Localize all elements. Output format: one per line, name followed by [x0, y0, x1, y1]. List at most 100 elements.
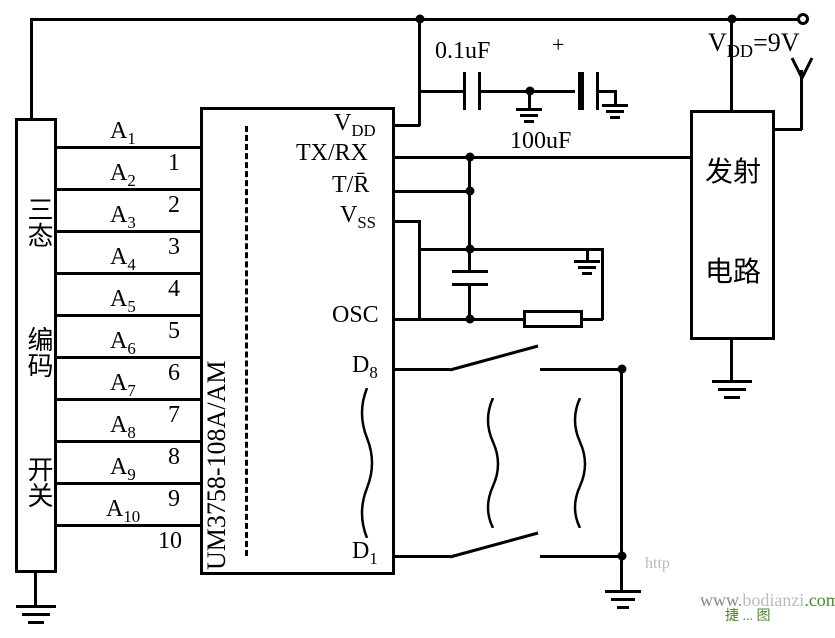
- node-tr-top: [466, 153, 475, 162]
- leftbox-gnd-stem: [34, 573, 37, 605]
- chip-osc: OSC: [332, 302, 379, 329]
- wire-vdd-drop: [418, 18, 421, 110]
- osc-cap-top: [468, 248, 471, 270]
- leftbox-gnd-bar2: [22, 613, 50, 616]
- pin-num-7: 7: [168, 402, 180, 429]
- antenna-to-box: [775, 128, 802, 131]
- c1node-gnd-bar2: [520, 114, 538, 117]
- tx-vdd-feed: [730, 18, 733, 110]
- pin-num-6: 6: [168, 360, 180, 387]
- c2-plate-pos: [578, 72, 584, 110]
- pin-label-a1: A1: [110, 118, 136, 149]
- d-range-wave: [352, 388, 382, 538]
- d8-switch: [448, 340, 548, 380]
- osc-res-top: [586, 248, 603, 251]
- d1-switch: [448, 527, 548, 567]
- tx-gnd-bar1: [712, 380, 752, 383]
- tristate-line3: 开关: [20, 456, 57, 508]
- c1-plate-left: [463, 72, 466, 110]
- d8-wire-r: [540, 368, 622, 371]
- pin-label-a8: A8: [110, 412, 136, 443]
- c1node-gnd-bar3: [524, 120, 534, 123]
- pin-num-9: 9: [168, 486, 180, 513]
- vss-across: [418, 248, 588, 251]
- pin-num-10: 10: [158, 528, 182, 555]
- watermark-cn: 捷 ... 图: [725, 605, 771, 625]
- chip-d8: D8: [352, 352, 378, 383]
- chip-inner-dash: [245, 126, 248, 556]
- c2-gnd-bar2: [606, 110, 624, 113]
- wire-c1-left: [418, 90, 463, 93]
- c2-gnd-bar3: [610, 116, 620, 119]
- pin-label-a7: A7: [110, 370, 136, 401]
- antenna-icon: [788, 54, 816, 82]
- watermark-http: http: [645, 555, 670, 573]
- vss-gnd-bar3: [582, 272, 592, 275]
- osc-cap-plate1: [452, 270, 488, 273]
- pin-label-a6: A6: [110, 328, 136, 359]
- tristate-line1: 三态: [20, 196, 57, 248]
- dbus-gnd-bar3: [617, 606, 629, 609]
- c2-gnd-stem: [614, 90, 617, 104]
- chip-tr-wire: [395, 190, 470, 193]
- pin-num-5: 5: [168, 318, 180, 345]
- pin-num-4: 4: [168, 276, 180, 303]
- pin-label-a9: A9: [110, 454, 136, 485]
- pin-label-a3: A3: [110, 202, 136, 233]
- wire-c1c2: [530, 90, 575, 93]
- osc-res-right: [583, 318, 603, 321]
- chip-vdd: VDD: [334, 110, 376, 141]
- chip-vdd-stub-up: [418, 108, 421, 126]
- pin-label-a4: A4: [110, 244, 136, 275]
- transmitter-line1: 发射: [705, 150, 761, 190]
- chip-vss-wire: [395, 220, 420, 223]
- vdd-terminal: [797, 13, 809, 25]
- pin-num-2: 2: [168, 192, 180, 219]
- c1node-gnd-bar1: [516, 108, 542, 111]
- d-right-wave: [565, 398, 595, 528]
- node-vdd-top: [416, 15, 425, 24]
- osc-wire: [395, 318, 420, 321]
- node-osc-lower: [466, 315, 475, 324]
- c2-label: 100uF: [510, 128, 571, 155]
- chip-tr: T/R̄: [332, 172, 369, 199]
- vss-gnd-bar2: [578, 266, 596, 269]
- c2-plus: +: [552, 32, 564, 58]
- node-tx-vdd: [728, 15, 737, 24]
- wire-c2-right: [596, 90, 616, 93]
- chip-txrx-wire: [395, 156, 690, 159]
- tristate-line2: 编码: [20, 326, 57, 378]
- transmitter-box: [690, 110, 775, 340]
- pin-label-a2: A2: [110, 160, 136, 191]
- vss-gnd-bar1: [574, 260, 600, 263]
- pin-num-3: 3: [168, 234, 180, 261]
- osc-up: [418, 248, 421, 320]
- tx-gnd-stem: [730, 340, 733, 380]
- node-d8-bus: [618, 365, 627, 374]
- dbus-gnd-bar1: [605, 590, 641, 593]
- dbus-gnd-bar2: [611, 598, 635, 601]
- c2-gnd-bar1: [602, 104, 628, 107]
- wire-left-box-feed: [30, 18, 33, 120]
- tx-gnd-bar2: [718, 388, 746, 391]
- d1-wire-r: [540, 555, 622, 558]
- chip-name: UM3758-108A/AM: [202, 361, 232, 570]
- node-d1-bus: [618, 552, 627, 561]
- c1node-gnd-stem: [528, 90, 531, 108]
- chip-d1: D1: [352, 538, 378, 569]
- chip-vss: VSS: [340, 202, 376, 233]
- leftbox-gnd-bar1: [16, 605, 56, 608]
- vdd-label: VDD=9V: [708, 28, 800, 62]
- pin-label-a10: A10: [106, 496, 140, 527]
- pin-num-8: 8: [168, 444, 180, 471]
- pin-num-1: 1: [168, 150, 180, 177]
- osc-resistor: [523, 310, 583, 328]
- pin-label-a5: A5: [110, 286, 136, 317]
- chip-vdd-stub: [395, 124, 420, 127]
- tr-down: [468, 190, 471, 250]
- osc-res-up: [601, 248, 604, 320]
- vss-drop: [418, 220, 421, 250]
- chip-txrx: TX/RX: [296, 140, 368, 167]
- d-mid-wave: [478, 398, 508, 528]
- d1-wire-l: [395, 555, 450, 558]
